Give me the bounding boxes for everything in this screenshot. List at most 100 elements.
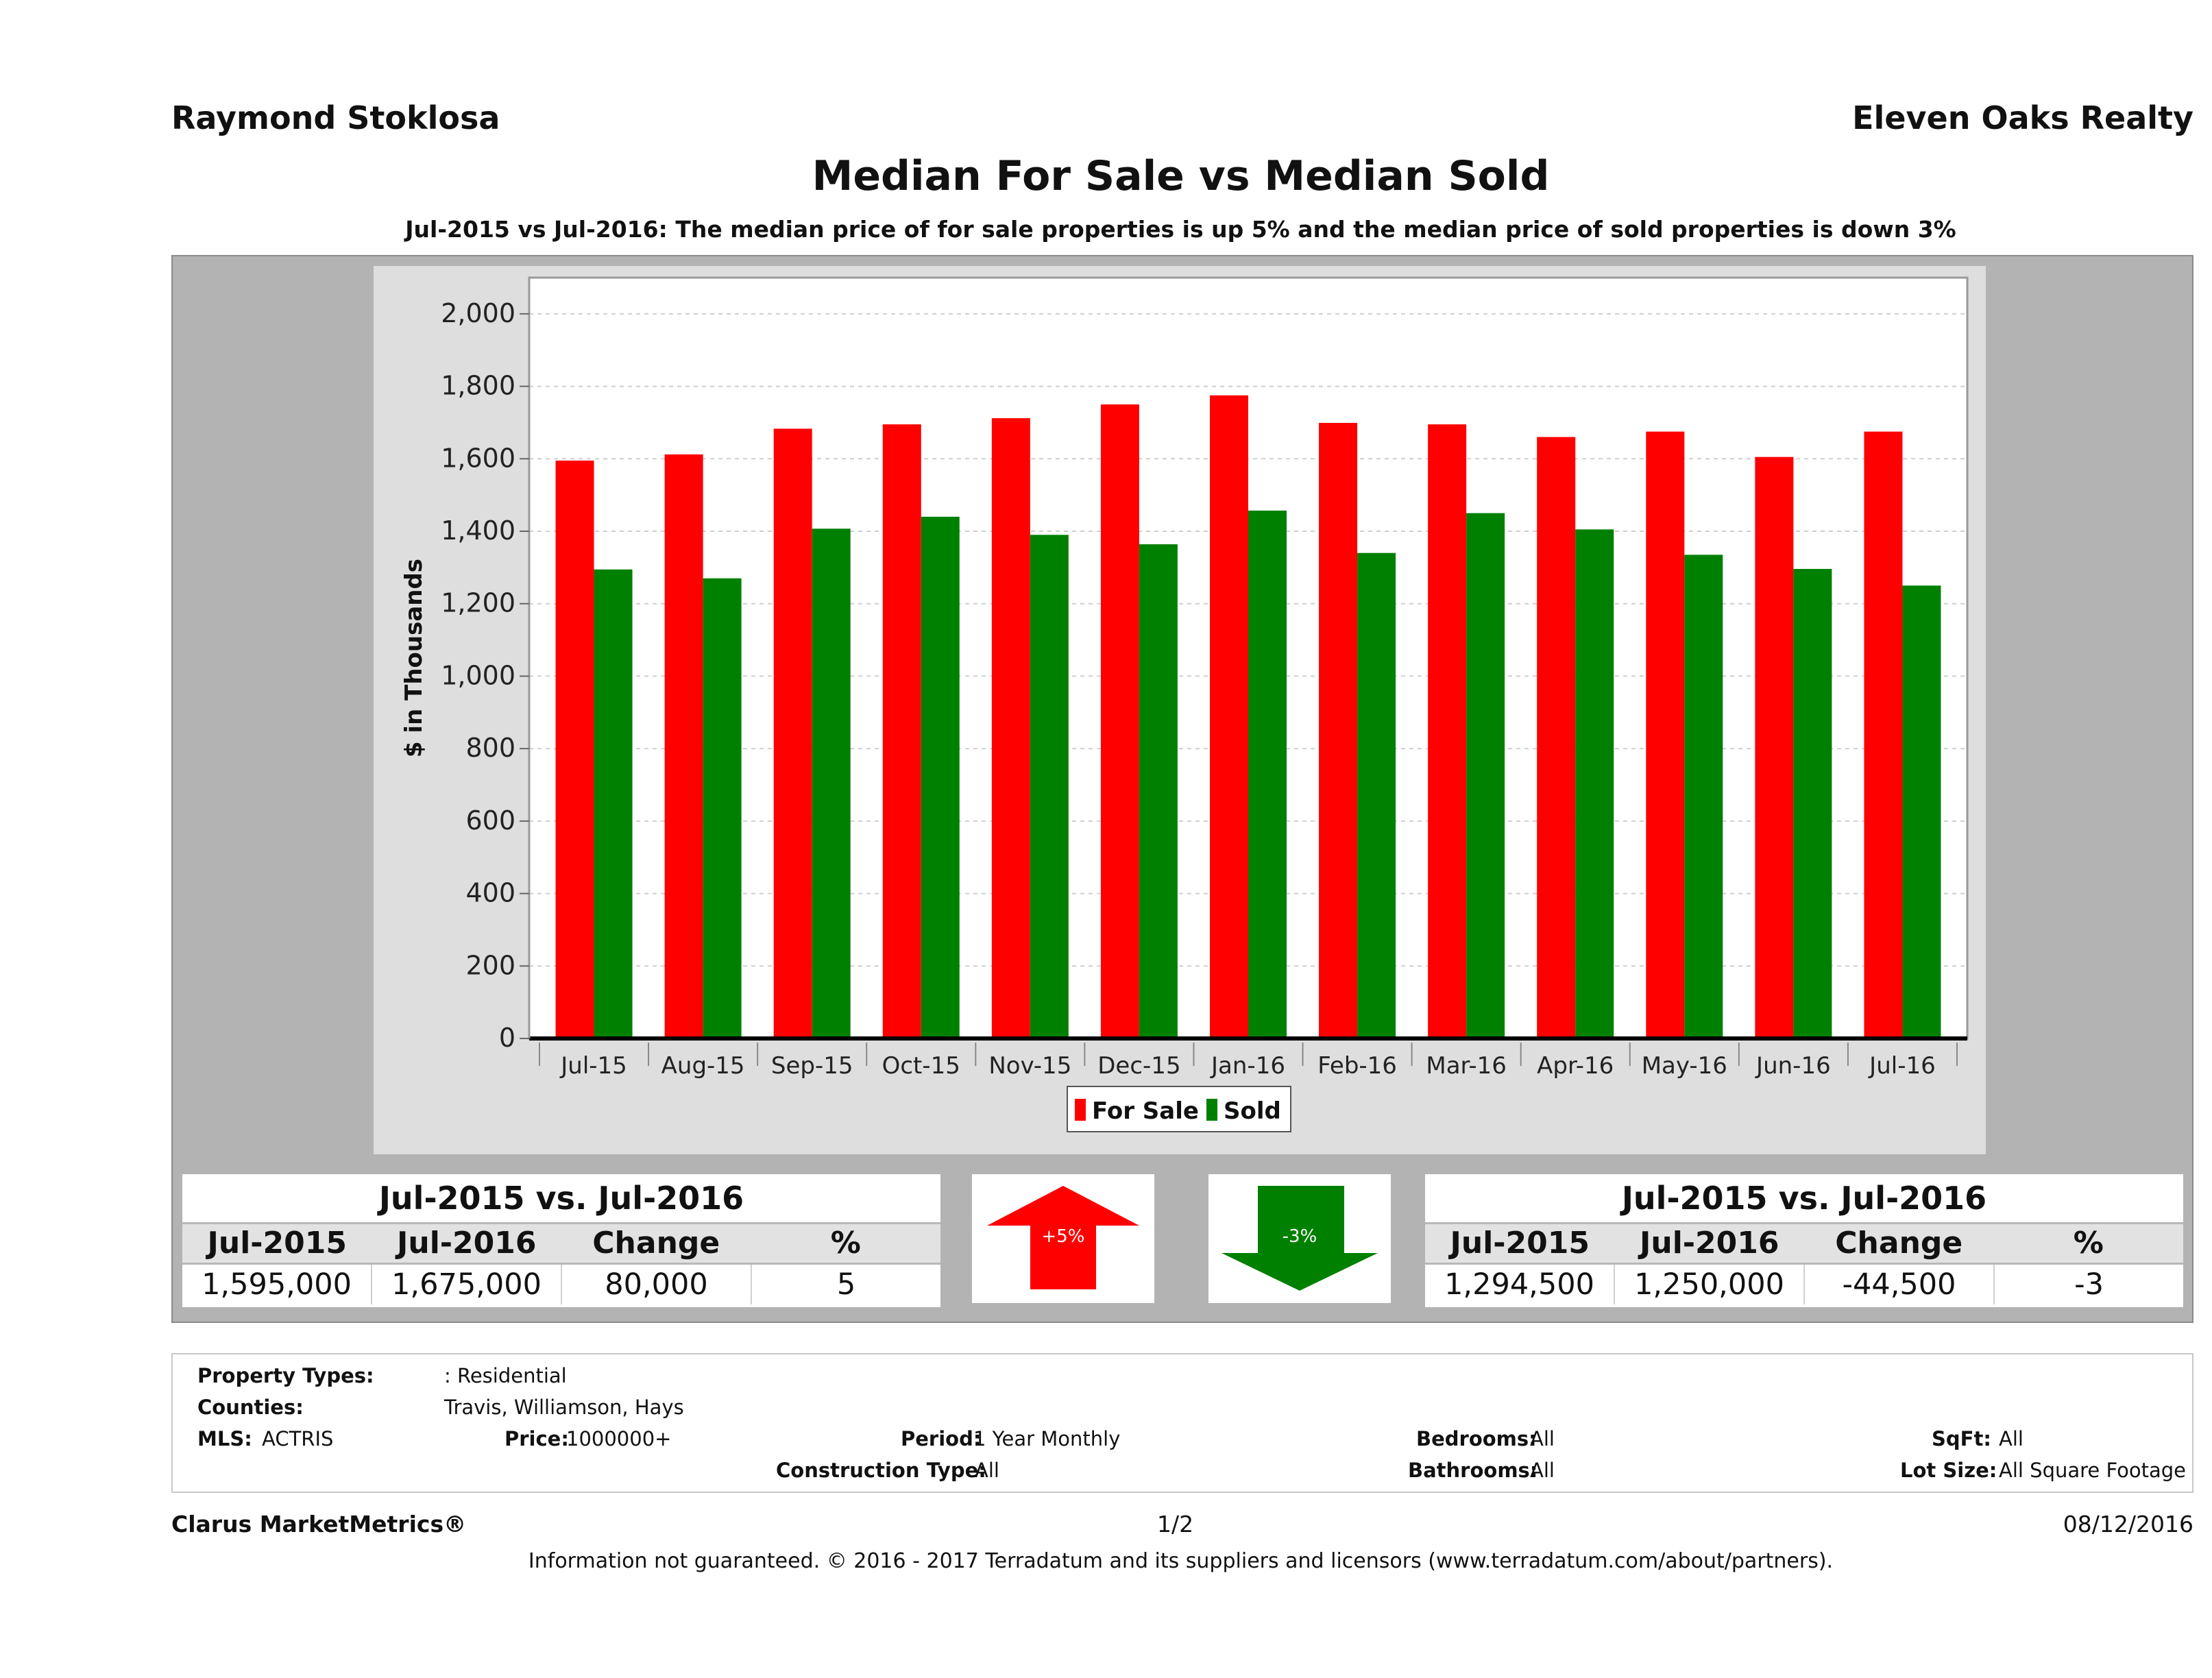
stat-value: -44,500 bbox=[1805, 1265, 1995, 1304]
stats-heading: Jul-2015 vs. Jul-2016 bbox=[378, 1180, 744, 1217]
for-sale-change-label: +5% bbox=[1041, 1226, 1085, 1247]
legend-swatch-for-sale bbox=[1075, 1099, 1086, 1121]
sqft-value: All bbox=[1999, 1427, 2023, 1450]
period-label: Period: bbox=[901, 1427, 982, 1450]
mls-label: MLS: bbox=[197, 1427, 252, 1450]
bar-for-sale bbox=[1210, 395, 1248, 1038]
sqft-label: SqFt: bbox=[1932, 1427, 1991, 1450]
x-tick-label: Feb-16 bbox=[1317, 1052, 1397, 1080]
sold-change-indicator: -3% bbox=[1208, 1174, 1391, 1303]
y-tick-label: 800 bbox=[465, 733, 515, 763]
col-header: % bbox=[2073, 1226, 2104, 1261]
x-tick-label: Jun-16 bbox=[1755, 1052, 1831, 1080]
y-axis-label: $ in Thousands bbox=[400, 559, 428, 757]
sold-stats-table: Jul-2015 vs. Jul-2016 Jul-2015 Jul-2016 … bbox=[1425, 1174, 2183, 1307]
y-tick-label: 400 bbox=[465, 878, 515, 908]
stat-value: 80,000 bbox=[562, 1265, 752, 1304]
legend-swatch-sold bbox=[1206, 1099, 1217, 1121]
page-number: 1/2 bbox=[1157, 1511, 1194, 1537]
x-tick-label: Dec-15 bbox=[1097, 1052, 1180, 1080]
disclaimer: Information not guaranteed. © 2016 - 201… bbox=[528, 1549, 1834, 1573]
col-header: % bbox=[830, 1226, 861, 1261]
bar-sold bbox=[1793, 568, 1832, 1038]
bar-for-sale bbox=[1864, 431, 1903, 1038]
y-tick-label: 2,000 bbox=[441, 298, 515, 328]
y-tick-label: 1,800 bbox=[441, 371, 515, 401]
bar-sold bbox=[1902, 585, 1941, 1038]
y-tick-label: 1,400 bbox=[441, 515, 515, 546]
bar-for-sale bbox=[664, 454, 703, 1038]
x-tick-label: Aug-15 bbox=[661, 1052, 745, 1080]
stat-value: 1,675,000 bbox=[372, 1265, 562, 1304]
x-tick-label: Sep-15 bbox=[771, 1052, 853, 1080]
price-label: Price: bbox=[505, 1427, 569, 1450]
bar-sold bbox=[1139, 544, 1178, 1038]
period-value: 1 Year Monthly bbox=[973, 1427, 1121, 1450]
filters-panel: Property Types: : Residential Counties: … bbox=[171, 1353, 2193, 1493]
stats-heading: Jul-2015 vs. Jul-2016 bbox=[1621, 1180, 1987, 1217]
footer-brand: Clarus MarketMetrics® bbox=[171, 1511, 467, 1537]
x-tick-label: Jul-15 bbox=[559, 1052, 627, 1080]
stat-value: 1,250,000 bbox=[1615, 1265, 1805, 1304]
counties-label: Counties: bbox=[197, 1396, 304, 1419]
bar-sold bbox=[1466, 513, 1505, 1038]
company-name: Eleven Oaks Realty bbox=[1852, 99, 2193, 136]
mls-value: ACTRIS bbox=[262, 1427, 334, 1450]
col-header: Change bbox=[592, 1226, 720, 1261]
bedrooms-value: All bbox=[1530, 1427, 1555, 1450]
bathrooms-value: All bbox=[1530, 1459, 1555, 1482]
x-tick-label: Mar-16 bbox=[1426, 1052, 1507, 1080]
bar-for-sale bbox=[882, 424, 921, 1038]
lot-size-label: Lot Size: bbox=[1900, 1459, 1997, 1482]
x-tick-label: Oct-15 bbox=[882, 1052, 960, 1080]
bar-chart: 0 200 400 600 800 1,000 1,200 1,400 1,600 1,800 2,… bbox=[400, 276, 1969, 1132]
col-header: Jul-2015 bbox=[1450, 1226, 1590, 1261]
bar-for-sale bbox=[773, 428, 812, 1038]
bar-for-sale bbox=[1319, 422, 1358, 1038]
y-tick-label: 0 bbox=[499, 1023, 515, 1053]
bar-for-sale bbox=[1428, 424, 1467, 1038]
sold-change-label: -3% bbox=[1282, 1226, 1317, 1247]
report-date: 08/12/2016 bbox=[2063, 1511, 2193, 1537]
bar-sold bbox=[812, 528, 851, 1038]
legend-label-sold: Sold bbox=[1224, 1097, 1281, 1125]
legend-label-for-sale: For Sale bbox=[1092, 1097, 1199, 1125]
counties-value: Travis, Williamson, Hays bbox=[444, 1396, 684, 1419]
bar-sold bbox=[1575, 529, 1614, 1038]
bedrooms-label: Bedrooms: bbox=[1416, 1427, 1537, 1450]
bar-for-sale bbox=[1646, 431, 1685, 1038]
y-tick-label: 200 bbox=[465, 950, 515, 980]
property-types-value: : Residential bbox=[444, 1364, 567, 1387]
arrow-down-icon bbox=[1222, 1186, 1378, 1291]
bar-for-sale bbox=[1100, 404, 1139, 1038]
bar-sold bbox=[1357, 552, 1396, 1038]
y-tick-label: 1,000 bbox=[441, 660, 515, 690]
arrow-up-icon bbox=[987, 1186, 1139, 1289]
stat-value: -3 bbox=[2074, 1267, 2104, 1302]
report-title: Median For Sale vs Median Sold bbox=[812, 152, 1550, 200]
bar-sold bbox=[1248, 510, 1287, 1038]
stat-value: 5 bbox=[836, 1267, 856, 1302]
bar-sold bbox=[1684, 555, 1723, 1038]
bar-sold bbox=[703, 578, 742, 1038]
col-header: Jul-2016 bbox=[1640, 1226, 1779, 1261]
construction-type-value: All bbox=[975, 1459, 999, 1482]
x-tick-label: Jan-16 bbox=[1210, 1052, 1285, 1080]
col-header: Jul-2015 bbox=[207, 1226, 348, 1261]
y-tick-label: 1,200 bbox=[441, 588, 515, 618]
bar-for-sale bbox=[1755, 457, 1794, 1038]
y-tick-label: 600 bbox=[465, 805, 515, 836]
for-sale-change-indicator: +5% bbox=[972, 1174, 1154, 1303]
col-header: Change bbox=[1835, 1226, 1963, 1261]
stat-value: 1,595,000 bbox=[182, 1265, 372, 1304]
bar-sold bbox=[921, 516, 960, 1038]
x-tick-label: May-16 bbox=[1642, 1052, 1727, 1080]
col-header: Jul-2016 bbox=[397, 1226, 537, 1261]
x-tick-label: Apr-16 bbox=[1537, 1052, 1614, 1080]
price-value: 1000000+ bbox=[566, 1427, 672, 1450]
x-tick-label: Nov-15 bbox=[988, 1052, 1071, 1080]
bar-sold bbox=[594, 569, 633, 1038]
lot-size-value: All Square Footage bbox=[1999, 1459, 2187, 1482]
x-tick-label: Jul-16 bbox=[1868, 1052, 1936, 1080]
legend: For Sale Sold bbox=[1067, 1086, 1291, 1132]
